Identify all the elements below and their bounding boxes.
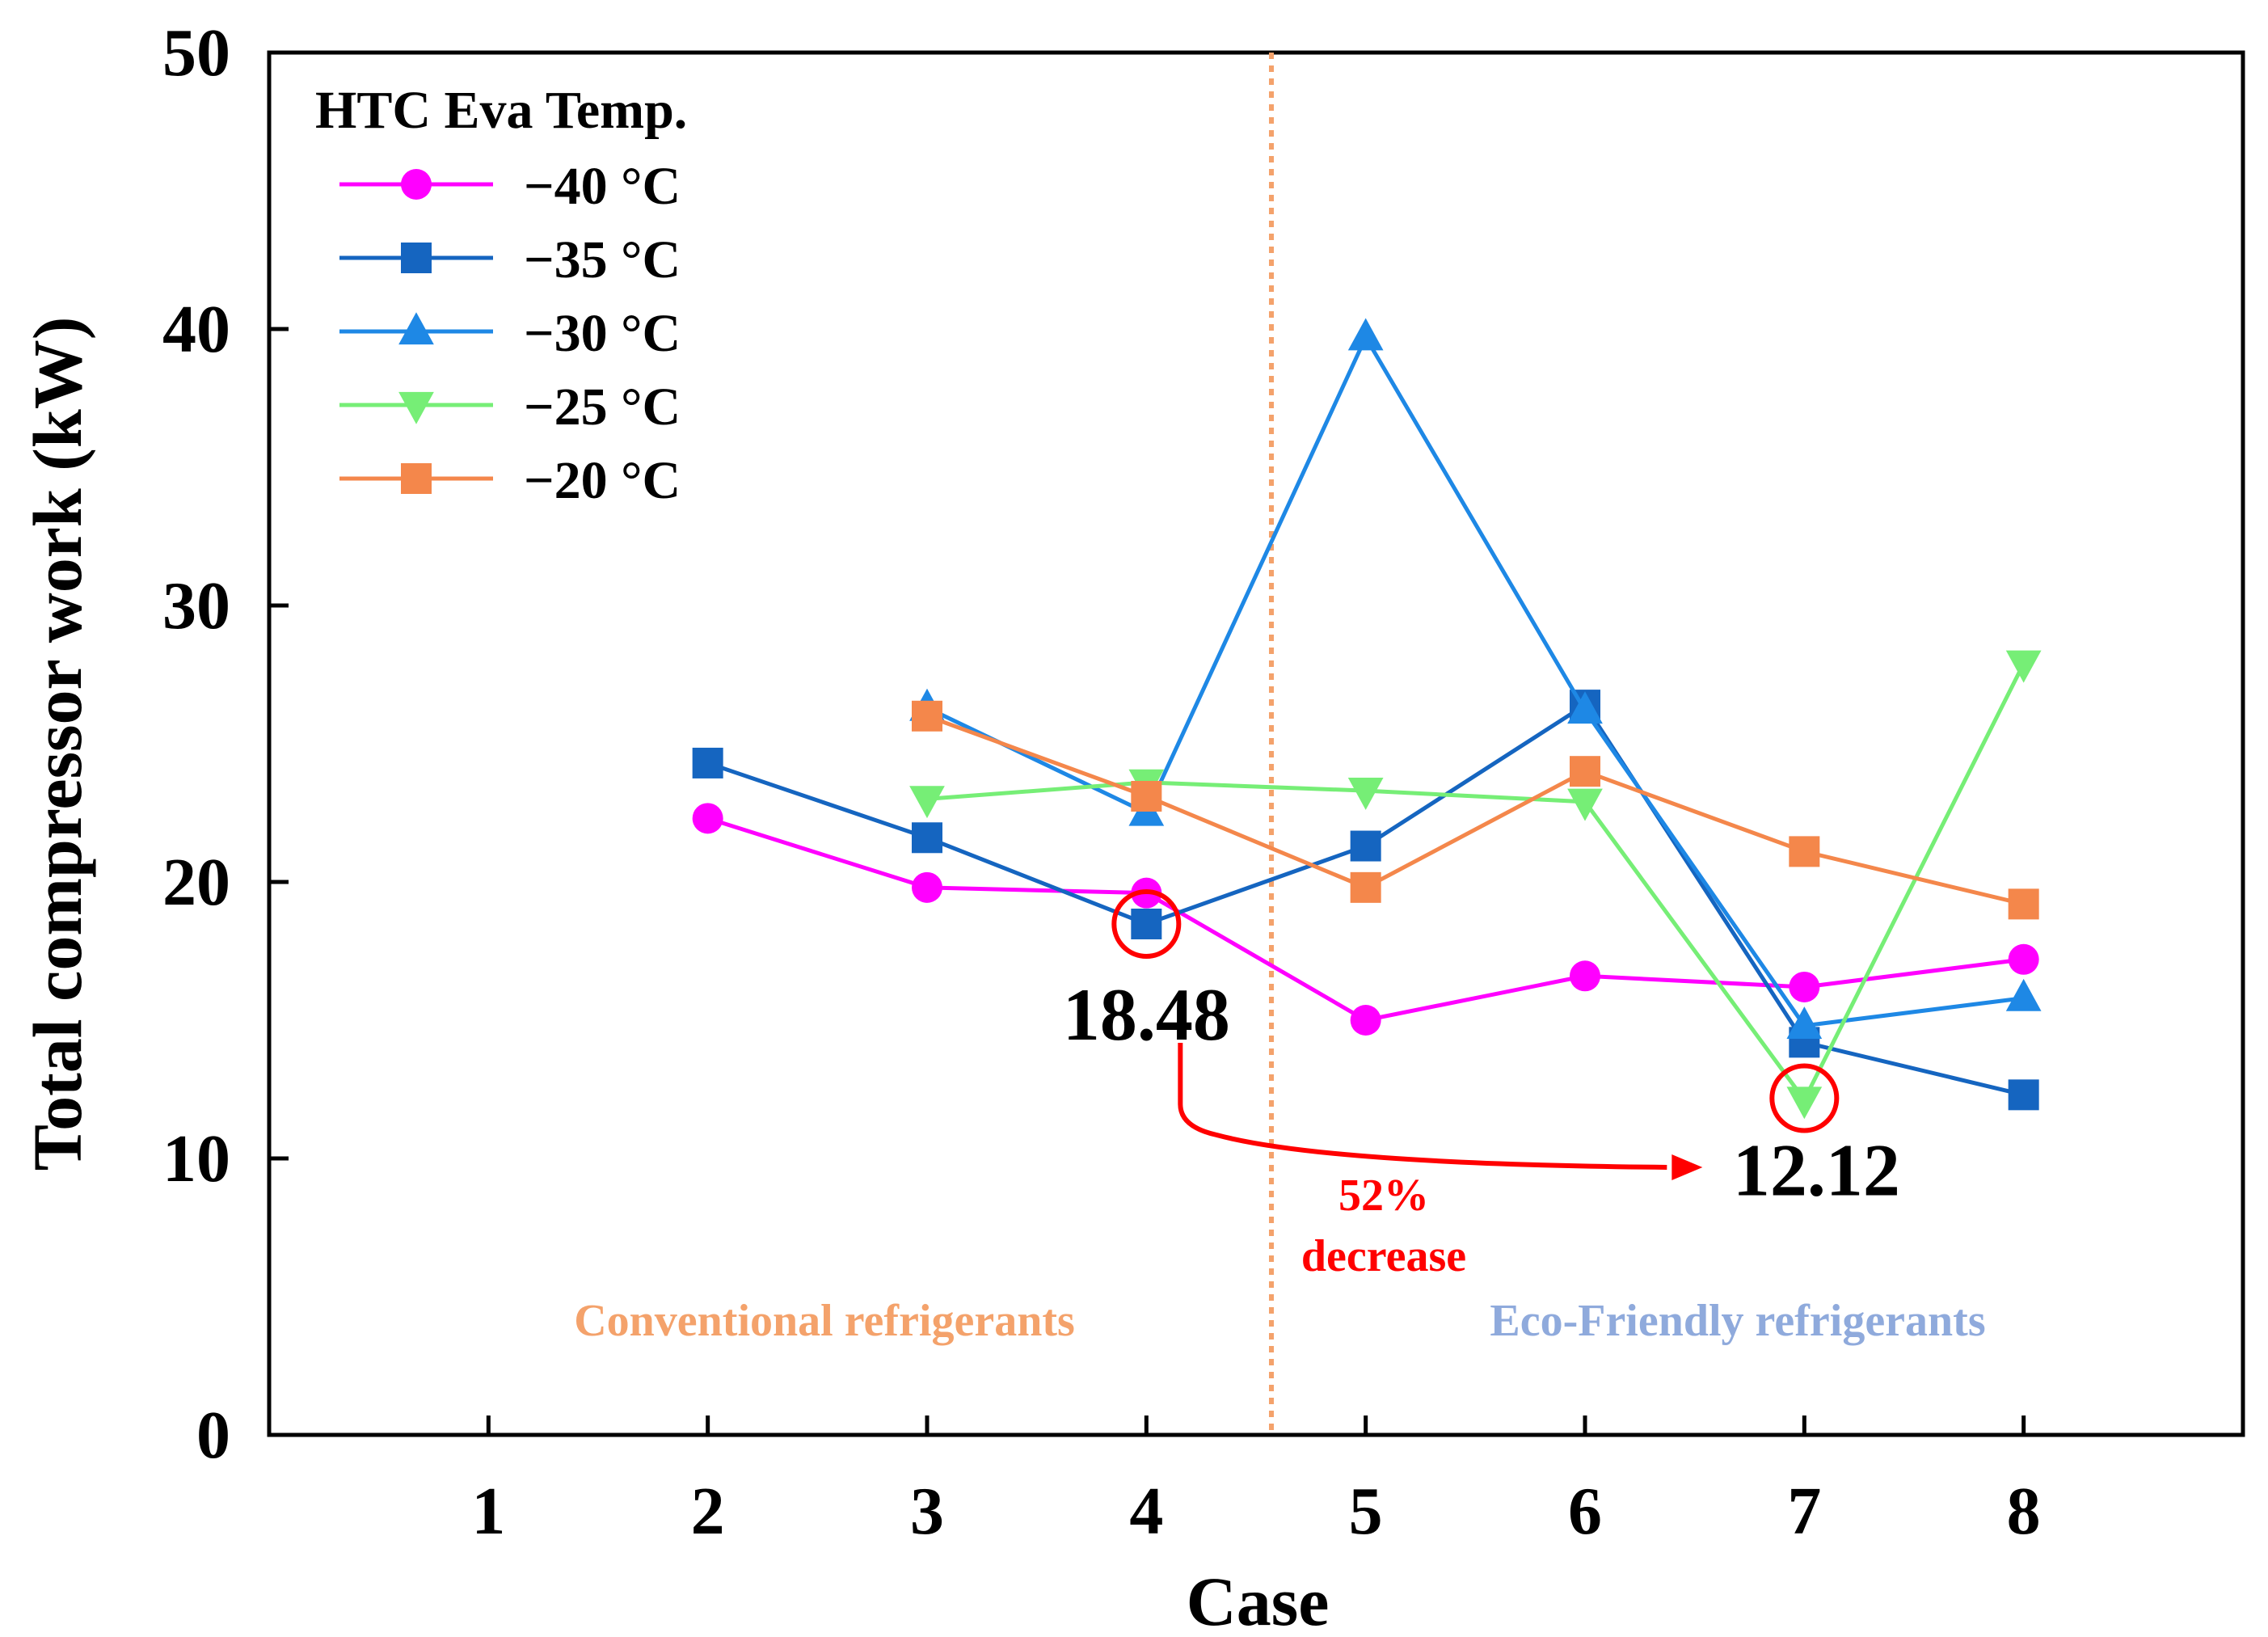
- data-point: [909, 786, 945, 819]
- decrease-arrow-head: [1671, 1154, 1703, 1180]
- data-point: [1347, 318, 1384, 351]
- data-point: [1350, 1005, 1381, 1036]
- data-point: [2008, 888, 2039, 920]
- series-line: [925, 332, 2024, 1028]
- legend-entry: −40 °C: [339, 157, 681, 216]
- data-point: [1567, 788, 1603, 821]
- legend-entry: −30 °C: [339, 304, 681, 363]
- y-axis-title: Total compressor work (kW): [19, 317, 96, 1171]
- y-tick-label: 50: [162, 15, 230, 91]
- data-point: [1350, 830, 1381, 862]
- decrease-word-label: decrease: [1301, 1231, 1466, 1281]
- x-tick-label: 6: [1568, 1474, 1602, 1549]
- x-tick-label: 5: [1349, 1474, 1383, 1549]
- x-tick-label: 8: [2007, 1474, 2041, 1549]
- series-1: [692, 803, 2039, 1036]
- data-point: [1786, 1006, 1823, 1039]
- series-3: [909, 318, 2042, 1039]
- legend-label: −40 °C: [524, 157, 681, 216]
- legend-marker: [401, 243, 432, 273]
- data-point: [912, 822, 942, 854]
- data-point: [912, 700, 942, 732]
- series-line: [926, 714, 2025, 906]
- data-point: [1570, 756, 1600, 787]
- x-tick-label: 4: [1129, 1474, 1163, 1549]
- series-2: [692, 690, 2039, 1111]
- region-label-conventional: Conventional refrigerants: [574, 1296, 1075, 1346]
- y-tick-label: 10: [162, 1121, 230, 1196]
- legend-marker: [398, 312, 434, 345]
- x-tick-label: 7: [1787, 1474, 1821, 1549]
- legend-marker: [401, 169, 432, 200]
- decrease-percent-label: 52%: [1338, 1171, 1429, 1221]
- legend: −40 °C −35 °C −30 °C −25 °C −20 °C: [339, 157, 681, 510]
- highlight-value-label: 18.48: [1063, 973, 1230, 1056]
- legend-title: HTC Eva Temp.: [315, 81, 687, 140]
- data-point: [1131, 780, 1162, 812]
- data-point: [2008, 943, 2039, 975]
- x-tick-label: 1: [471, 1474, 505, 1549]
- data-point: [1786, 1086, 1823, 1120]
- data-point: [692, 747, 723, 778]
- data-point: [1789, 836, 1820, 867]
- decrease-arrow-line: [1178, 1043, 1667, 1170]
- legend-entry: −20 °C: [339, 451, 681, 510]
- data-point: [1131, 908, 1162, 939]
- series-line: [926, 662, 2026, 1104]
- legend-entry: −35 °C: [339, 230, 681, 289]
- annotation-layer: 18.48 12.12 52% decrease Conventional refrig…: [574, 888, 1986, 1346]
- x-axis-title: Case: [1187, 1563, 1330, 1637]
- x-tick-label: 2: [691, 1474, 725, 1549]
- legend-entry: −25 °C: [339, 378, 681, 437]
- data-point: [912, 871, 942, 903]
- highlight-value-label: 12.12: [1733, 1129, 1900, 1211]
- data-point: [2008, 1079, 2039, 1111]
- data-point: [2005, 978, 2042, 1011]
- data-point: [1789, 971, 1820, 1002]
- legend-label: −20 °C: [524, 451, 681, 510]
- series-5: [912, 700, 2039, 920]
- highlight-circle: [1769, 1063, 1840, 1133]
- legend-label: −25 °C: [524, 378, 681, 437]
- plot-frame: [267, 50, 2245, 1437]
- legend-label: −35 °C: [524, 230, 681, 289]
- series-4: [909, 650, 2042, 1120]
- x-tick-label: 3: [910, 1474, 944, 1549]
- highlight-circle: [1111, 888, 1182, 959]
- y-tick-label: 0: [196, 1398, 230, 1473]
- series-layer: [692, 318, 2042, 1120]
- legend-marker: [401, 463, 432, 494]
- data-point: [1347, 777, 1384, 810]
- data-point: [2005, 650, 2042, 683]
- axis-ticks: 0 10 20 30 40 50 1 2 3 4 5 6 7 8: [162, 15, 2041, 1549]
- y-tick-label: 20: [162, 845, 230, 920]
- y-tick-label: 30: [162, 568, 230, 643]
- legend-marker: [398, 391, 434, 424]
- data-point: [692, 803, 723, 834]
- y-tick-label: 40: [162, 292, 230, 367]
- region-label-eco-friendly: Eco-Friendly refrigerants: [1490, 1296, 1985, 1346]
- data-point: [1350, 871, 1381, 903]
- legend-label: −30 °C: [524, 304, 681, 363]
- data-point: [1567, 691, 1603, 724]
- data-point: [1570, 960, 1600, 992]
